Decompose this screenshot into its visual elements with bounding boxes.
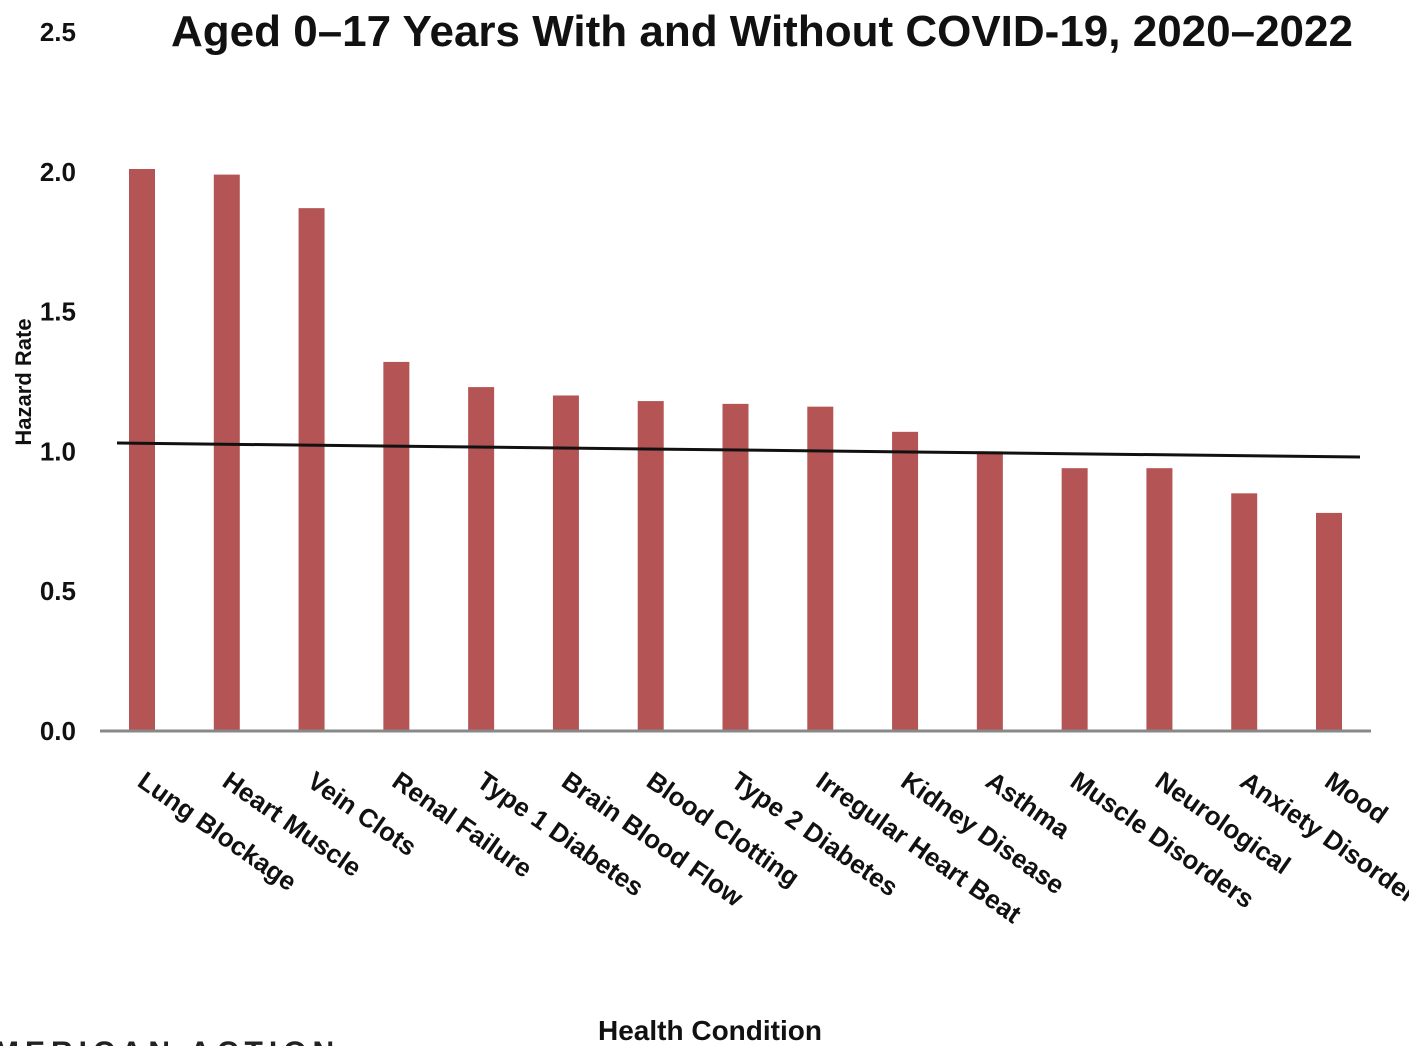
bar: [637, 401, 664, 731]
bar: [383, 361, 410, 731]
bar: [213, 174, 240, 731]
y-axis-ticks: 0.0 0.5 1.0 1.5 2.0 2.5: [40, 17, 76, 746]
y-tick-label: 1.0: [40, 436, 76, 466]
bar: [976, 451, 1003, 731]
bar: [1316, 512, 1342, 731]
bars: [129, 169, 1342, 731]
bar: [468, 387, 495, 731]
bar: [1061, 468, 1088, 731]
y-tick-label: 2.5: [40, 17, 76, 47]
y-tick-label: 2.0: [40, 157, 76, 187]
x-axis-label: Health Condition: [598, 1015, 822, 1046]
bar: [298, 208, 325, 731]
y-tick-label: 1.5: [40, 297, 76, 327]
bar: [722, 403, 749, 731]
y-tick-label: 0.0: [40, 716, 76, 746]
trend-line: [116, 441, 1361, 459]
y-axis-label: Hazard Rate: [11, 318, 36, 445]
y-tick-label: 0.5: [40, 576, 76, 606]
bar: [807, 406, 834, 731]
bar: [1146, 468, 1173, 731]
chart-title: Aged 0–17 Years With and Without COVID-1…: [171, 7, 1353, 56]
bar: [1231, 493, 1258, 731]
footer-logo-text: MERICAN ACTION: [0, 1036, 340, 1046]
bar: [552, 395, 579, 731]
bar: [129, 169, 155, 731]
bar: [892, 431, 919, 731]
